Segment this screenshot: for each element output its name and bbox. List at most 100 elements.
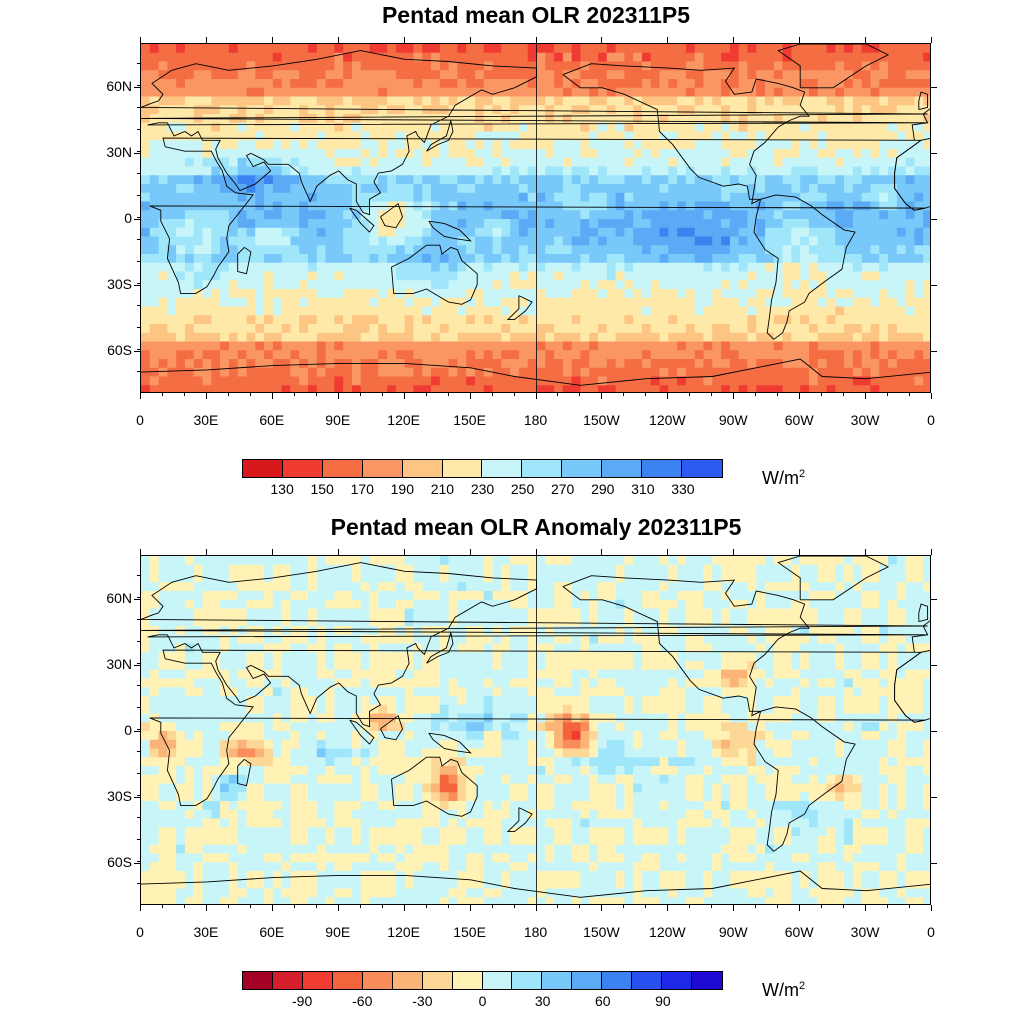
field-cell [808,236,819,246]
field-cell [589,61,599,71]
field-cell [176,52,186,63]
field-cell [281,669,292,680]
field-cell [404,114,415,124]
field-cell [650,324,661,334]
field-cell [307,324,318,334]
field-cell [782,44,792,54]
field-cell [404,341,415,351]
field-cell [237,722,248,732]
field-cell [141,792,151,802]
field-cell [861,376,872,386]
field-cell [791,79,801,89]
field-cell [360,227,371,238]
field-cell [738,157,749,168]
field-cell [562,192,573,203]
field-cell [281,254,292,264]
field-cell [149,634,160,645]
field-cell [325,315,335,325]
field-cell [193,809,204,820]
field-cell [167,643,177,653]
field-cell [299,175,309,185]
field-cell [228,245,239,255]
field-cell [510,210,520,220]
field-cell [316,739,327,750]
field-cell [299,149,309,159]
field-cell [826,289,836,299]
field-cell [483,315,494,325]
field-cell [527,315,538,325]
field-cell [729,359,740,369]
field-cell [255,262,265,273]
field-cell [237,324,248,334]
field-cell [668,70,678,80]
field-cell [202,385,212,392]
field-cell [307,332,318,343]
field-cell [756,280,766,290]
field-cell [765,376,775,386]
field-cell [255,599,265,610]
field-cell [343,306,353,316]
field-cell [545,306,555,316]
field-cell [861,332,872,343]
field-cell [694,122,705,133]
field-cell [422,149,432,159]
field-cell [299,704,309,715]
field-cell [299,844,309,855]
field-cell [668,341,678,351]
field-cell [228,704,239,715]
field-cell [826,227,836,238]
field-cell [765,210,775,220]
field-cell [835,219,845,229]
field-cell [791,166,801,176]
field-cell [299,245,309,255]
field-cell [246,184,256,194]
field-cell [316,52,327,63]
field-cell [598,122,608,133]
field-cell [299,634,309,645]
field-cell [457,157,467,168]
field-cell [369,879,379,890]
field-cell [562,184,573,194]
field-cell [791,149,801,159]
field-cell [536,315,546,325]
field-cell [343,564,353,575]
field-cell [290,687,300,697]
field-cell [756,87,766,98]
field-cell [290,367,300,378]
field-cell [360,766,371,776]
field-cell [431,297,441,308]
field-cell [404,236,415,246]
field-cell [562,324,573,334]
field-cell [747,96,757,106]
field-cell [237,897,248,904]
lon-tick-mark [271,393,273,399]
field-cell [782,341,792,351]
field-cell [360,669,371,680]
field-cell [351,114,362,124]
field-cell [738,114,749,124]
field-cell [492,87,502,98]
field-cell [193,774,204,785]
lat-minor-tick [137,217,140,218]
field-cell [211,818,221,828]
lon-tick-mark [337,393,339,399]
field-cell [738,385,749,392]
field-cell [721,201,731,211]
field-cell [844,359,854,369]
field-cell [184,324,195,334]
field-cell [571,306,582,316]
field-cell [571,359,582,369]
lat-minor-tick [137,173,140,174]
field-cell [800,166,810,176]
field-cell [281,122,292,133]
field-cell [307,192,318,203]
field-cell [747,149,757,159]
field-cell [756,245,766,255]
field-cell [571,52,582,63]
field-cell [316,149,327,159]
field-cell [325,166,335,176]
field-cell [246,766,256,776]
field-cell [395,643,406,653]
field-cell [176,774,186,785]
field-cell [554,254,564,264]
